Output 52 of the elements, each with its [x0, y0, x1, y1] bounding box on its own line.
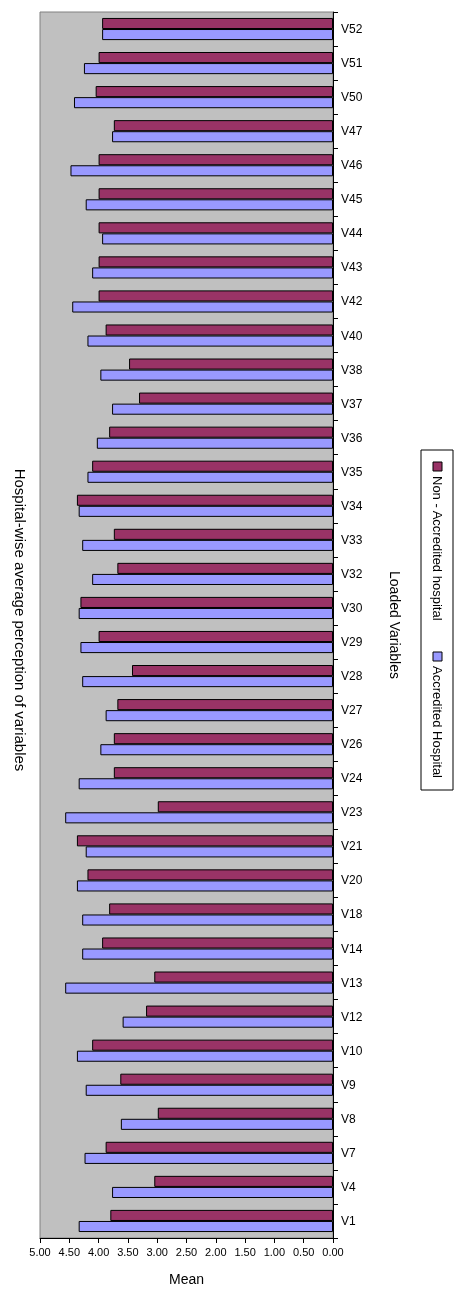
- y-tick-label: V51: [341, 56, 363, 71]
- y-tick-label: V18: [341, 907, 363, 922]
- y-tick-label: V23: [341, 805, 363, 820]
- y-tick-label: V26: [341, 737, 363, 752]
- y-tick-label: V38: [341, 362, 363, 377]
- y-tick-label: V30: [341, 600, 363, 615]
- y-tick-label: V36: [341, 430, 363, 445]
- y-tick-label: V28: [341, 669, 363, 684]
- y-tick-label: V40: [341, 328, 363, 343]
- x-tick-label: 1.50: [234, 1245, 256, 1258]
- y-tick-label: V52: [341, 22, 363, 37]
- x-tick-label: 0.00: [322, 1245, 344, 1258]
- y-tick-label: V14: [341, 941, 363, 956]
- legend-label: Accredited Hospital: [429, 666, 445, 779]
- x-tick-label: 1.00: [263, 1245, 286, 1258]
- y-tick-label: V7: [341, 1145, 356, 1160]
- y-tick-label: V44: [341, 226, 363, 241]
- x-tick-label: 0.50: [292, 1245, 315, 1258]
- y-tick-label: V27: [341, 703, 363, 718]
- y-tick-label: V35: [341, 464, 363, 479]
- y-tick-label: V42: [341, 294, 363, 309]
- x-axis-title: Mean: [168, 1271, 205, 1287]
- x-tick-label: 2.00: [205, 1245, 227, 1258]
- y-tick-label: V29: [341, 635, 363, 650]
- x-tick-label: 4.00: [87, 1245, 110, 1258]
- y-tick-label: V47: [341, 124, 363, 139]
- text: Hospital-wise average perception of variables: [11, 468, 29, 772]
- y-axis-title: Loaded Variables: [387, 571, 403, 679]
- y-tick-label: V12: [341, 1009, 363, 1024]
- x-tick-label: 4.50: [58, 1245, 81, 1258]
- x-tick-label: 2.50: [175, 1245, 198, 1258]
- y-tick-label: V20: [341, 873, 363, 888]
- y-tick-label: V10: [341, 1043, 363, 1058]
- y-tick-label: V1: [341, 1213, 356, 1228]
- y-tick-label: V45: [341, 192, 363, 207]
- y-tick-label: V8: [341, 1111, 356, 1126]
- legend-label: Non - Accredited hospital: [429, 476, 445, 621]
- x-tick-label: 3.00: [146, 1245, 168, 1258]
- y-tick-label: V4: [341, 1179, 356, 1194]
- x-tick-label: 3.50: [117, 1245, 139, 1258]
- y-tick-label: V9: [341, 1077, 356, 1092]
- y-tick-label: V32: [341, 566, 363, 581]
- y-tick-label: V50: [341, 90, 363, 105]
- y-tick-label: V37: [341, 396, 363, 411]
- y-tick-label: V24: [341, 771, 363, 786]
- x-tick-label: 5.00: [29, 1245, 51, 1258]
- y-tick-label: V34: [341, 498, 363, 513]
- y-tick-label: V21: [341, 839, 363, 854]
- y-tick-label: V43: [341, 260, 363, 275]
- y-tick-label: V33: [341, 532, 363, 547]
- y-tick-label: V13: [341, 975, 363, 990]
- y-tick-label: V46: [341, 158, 363, 173]
